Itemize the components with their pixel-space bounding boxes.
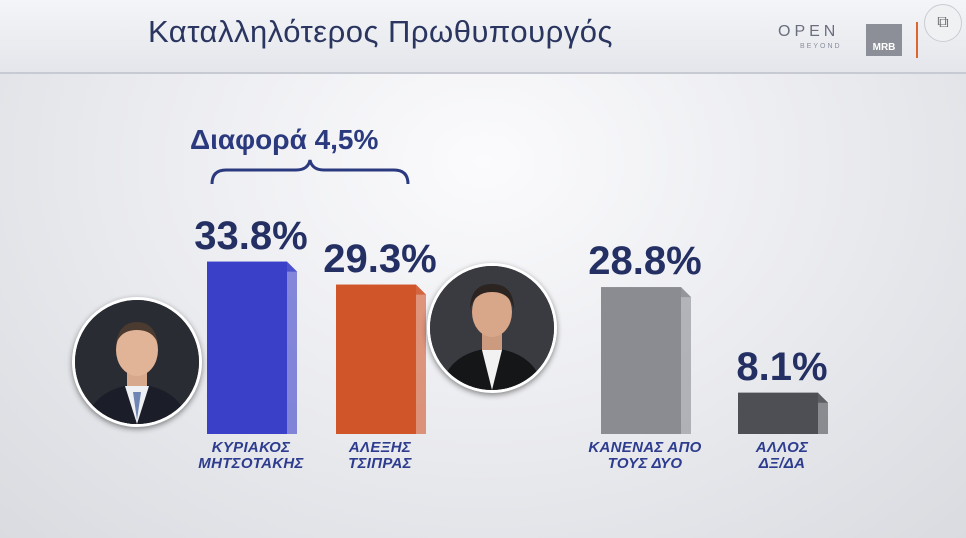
open-beyond-tagline: BEYOND (800, 43, 842, 50)
header-bar: Καταλληλότερος Πρωθυπουργός OPEN BEYOND … (0, 0, 966, 74)
page-title: Καταλληλότερος Πρωθυπουργός (148, 14, 613, 49)
bar-front-face (601, 287, 681, 434)
bar-side-face (681, 287, 691, 434)
category-label: ΚΑΝΕΝΑΣ ΑΠΟ ΤΟΥΣ ΔΥΟ (588, 439, 702, 472)
value-label: 28.8% (588, 239, 702, 284)
difference-annotation: Διαφορά 4,5% (190, 124, 379, 155)
bar-side-face (287, 261, 297, 434)
mitsotakis-avatar (72, 297, 202, 427)
value-label: 33.8% (194, 213, 308, 258)
bar-2 (336, 284, 426, 434)
screenshot-tool-icon[interactable]: ⧉ (924, 4, 962, 42)
category-label: ΚΥΡΙΑΚΟΣ ΜΗΤΣΟΤΑΚΗΣ (198, 439, 304, 472)
bar-3 (601, 287, 691, 434)
category-label: ΑΛΕΞΗΣ ΤΣΙΠΡΑΣ (348, 439, 412, 472)
bar-1 (207, 261, 297, 434)
open-logo: OPEN (778, 23, 840, 40)
tsipras-avatar (427, 263, 557, 393)
mrb-logo: MRB (866, 24, 902, 56)
bar-front-face (336, 284, 416, 434)
category-label: ΑΛΛΟΣ ΔΞ/ΔΑ (755, 439, 809, 472)
logo-divider (916, 22, 918, 58)
bar-side-face (818, 392, 828, 434)
bar-front-face (738, 392, 818, 434)
value-label: 8.1% (736, 344, 828, 389)
value-label: 29.3% (323, 236, 437, 281)
person-photo-icon (430, 266, 554, 390)
bar-4 (738, 392, 828, 434)
bar-side-face (416, 284, 426, 434)
bar-front-face (207, 261, 287, 434)
person-photo-icon (75, 300, 199, 424)
